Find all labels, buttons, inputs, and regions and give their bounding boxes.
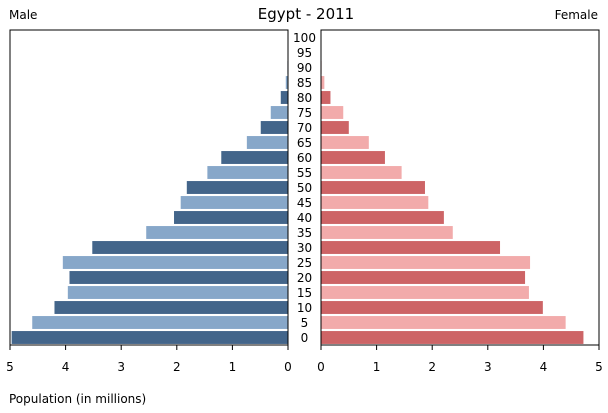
male-bar-age-65 <box>246 136 288 149</box>
female-bar-age-10 <box>321 301 543 314</box>
female-bar-age-35 <box>321 226 453 239</box>
age-label-70: 70 <box>297 121 312 135</box>
male-plot-frame <box>9 29 289 346</box>
female-label: Female <box>555 8 598 22</box>
female-bar-age-30 <box>321 241 501 254</box>
female-plot-frame <box>320 29 600 346</box>
female-bar-age-0 <box>321 331 584 344</box>
female-bar-age-15 <box>321 286 529 299</box>
male-bar-age-35 <box>146 226 288 239</box>
male-bar-age-55 <box>207 166 288 179</box>
age-label-80: 80 <box>297 91 312 105</box>
male-bar-age-25 <box>62 256 288 269</box>
male-label: Male <box>9 8 37 22</box>
male-tick-label-5: 5 <box>6 360 14 374</box>
age-label-100: 100 <box>293 31 316 45</box>
female-bar-age-65 <box>321 136 369 149</box>
female-tick-label-2: 2 <box>428 360 436 374</box>
male-bar-age-50 <box>186 181 288 194</box>
female-bar-age-25 <box>321 256 531 269</box>
female-bar-age-60 <box>321 151 385 164</box>
male-bar-age-80 <box>280 91 288 104</box>
male-tick-label-0: 0 <box>284 360 292 374</box>
female-bar-age-75 <box>321 106 344 119</box>
age-label-25: 25 <box>297 256 312 270</box>
male-bar-age-30 <box>92 241 289 254</box>
female-bar-age-80 <box>321 91 331 104</box>
male-bar-age-60 <box>221 151 288 164</box>
female-tick-label-4: 4 <box>540 360 548 374</box>
labels-layer: 0510152025303540455055606570758085909510… <box>6 31 603 374</box>
female-bar-age-70 <box>321 121 349 134</box>
age-label-10: 10 <box>297 301 312 315</box>
female-bar-age-5 <box>321 316 566 329</box>
age-label-65: 65 <box>297 136 312 150</box>
female-tick-label-3: 3 <box>484 360 492 374</box>
male-bar-age-40 <box>174 211 288 224</box>
female-tick-label-1: 1 <box>373 360 381 374</box>
age-label-50: 50 <box>297 181 312 195</box>
male-bar-age-70 <box>260 121 288 134</box>
female-bar-age-50 <box>321 181 425 194</box>
female-bar-age-55 <box>321 166 402 179</box>
age-label-85: 85 <box>297 76 312 90</box>
age-label-30: 30 <box>297 241 312 255</box>
age-label-5: 5 <box>301 316 309 330</box>
bars-layer <box>11 61 584 344</box>
male-bar-age-15 <box>67 286 288 299</box>
male-bar-age-0 <box>11 331 289 344</box>
male-bar-age-10 <box>54 301 289 314</box>
male-bar-age-5 <box>32 316 288 329</box>
age-label-0: 0 <box>301 331 309 345</box>
age-label-55: 55 <box>297 166 312 180</box>
female-tick-label-5: 5 <box>595 360 603 374</box>
male-tick-label-2: 2 <box>173 360 181 374</box>
male-tick-label-1: 1 <box>229 360 237 374</box>
male-bar-age-85 <box>285 76 288 89</box>
female-bar-age-40 <box>321 211 444 224</box>
age-label-20: 20 <box>297 271 312 285</box>
age-label-15: 15 <box>297 286 312 300</box>
male-bar-age-45 <box>180 196 288 209</box>
age-label-90: 90 <box>297 61 312 75</box>
age-label-95: 95 <box>297 46 312 60</box>
age-label-40: 40 <box>297 211 312 225</box>
age-label-35: 35 <box>297 226 312 240</box>
female-bar-age-85 <box>321 76 325 89</box>
male-tick-label-3: 3 <box>117 360 125 374</box>
female-bar-age-45 <box>321 196 429 209</box>
male-bar-age-75 <box>270 106 288 119</box>
female-bar-age-20 <box>321 271 526 284</box>
chart-title: Egypt - 2011 <box>258 5 354 23</box>
age-label-60: 60 <box>297 151 312 165</box>
axes-layer <box>9 29 600 350</box>
male-bar-age-20 <box>69 271 288 284</box>
age-label-45: 45 <box>297 196 312 210</box>
female-tick-label-0: 0 <box>317 360 325 374</box>
age-label-75: 75 <box>297 106 312 120</box>
male-tick-label-4: 4 <box>62 360 70 374</box>
x-axis-label: Population (in millions) <box>9 392 146 406</box>
